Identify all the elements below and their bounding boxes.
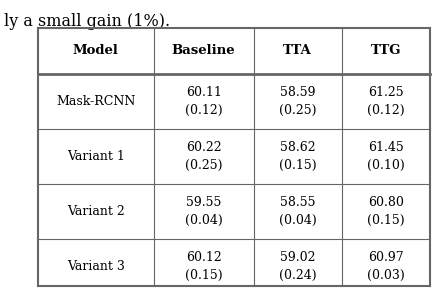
Text: 59.55
(0.04): 59.55 (0.04) [185,196,223,227]
Text: TTA: TTA [283,44,312,58]
Text: Model: Model [73,44,119,58]
Text: 59.02
(0.24): 59.02 (0.24) [279,251,317,282]
Text: Variant 3: Variant 3 [67,260,125,273]
Text: 58.62
(0.15): 58.62 (0.15) [279,141,317,172]
Text: 60.80
(0.15): 60.80 (0.15) [367,196,405,227]
Text: ly a small gain (1%).: ly a small gain (1%). [4,13,170,30]
Text: 61.45
(0.10): 61.45 (0.10) [367,141,405,172]
Text: 60.22
(0.25): 60.22 (0.25) [185,141,223,172]
Text: Mask-RCNN: Mask-RCNN [56,95,135,108]
Text: Variant 2: Variant 2 [67,205,125,218]
Text: 61.25
(0.12): 61.25 (0.12) [367,86,405,117]
Text: TTG: TTG [371,44,401,58]
Text: 58.55
(0.04): 58.55 (0.04) [279,196,317,227]
Text: Baseline: Baseline [172,44,236,58]
Text: 60.97
(0.03): 60.97 (0.03) [367,251,405,282]
Text: 60.11
(0.12): 60.11 (0.12) [185,86,223,117]
Text: 58.59
(0.25): 58.59 (0.25) [279,86,316,117]
Text: Variant 1: Variant 1 [67,150,125,163]
Text: 60.12
(0.15): 60.12 (0.15) [185,251,223,282]
